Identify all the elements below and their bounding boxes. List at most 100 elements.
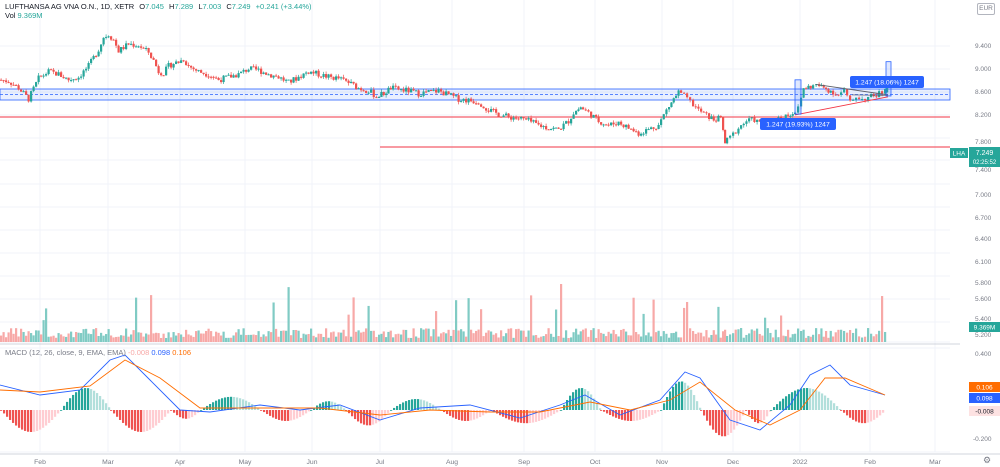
- horizontal-levels[interactable]: [0, 88, 951, 148]
- macd-hist-bar: [751, 410, 754, 420]
- volume-bar: [689, 328, 692, 342]
- macd-hist-bar: [794, 390, 797, 410]
- symbol-tag: LHA: [953, 151, 966, 158]
- volume-bar: [435, 311, 438, 342]
- volume-bar: [627, 335, 630, 342]
- macd-tag-bg: [969, 382, 1000, 392]
- candle-body: [694, 106, 697, 108]
- macd-tag: 0.098: [976, 396, 993, 403]
- candle-body: [340, 77, 343, 79]
- low-value: 7.003: [202, 2, 222, 11]
- macd-hist-bar: [654, 410, 657, 414]
- candle-body: [450, 93, 453, 95]
- candle-body: [470, 98, 473, 102]
- candle-body: [227, 74, 230, 76]
- volume-bar: [62, 336, 65, 342]
- macd-hist-bar: [830, 400, 833, 410]
- candle-body: [630, 128, 633, 130]
- candle-body: [165, 66, 168, 76]
- candle-body: [310, 71, 313, 74]
- volume-bar: [827, 337, 830, 342]
- volume-bar: [843, 330, 846, 342]
- candle-body: [668, 107, 671, 110]
- open-value: 7.045: [145, 2, 164, 11]
- volume-bar: [840, 329, 843, 342]
- volume-bar: [45, 308, 48, 342]
- candle-body: [502, 115, 505, 118]
- candle-body: [207, 76, 210, 78]
- volume-bar: [777, 337, 780, 342]
- candle-body: [452, 93, 455, 96]
- candle-body: [85, 68, 88, 71]
- macd-hist-bar: [766, 410, 769, 417]
- open-label: O: [139, 2, 146, 11]
- volume-bar: [127, 336, 130, 342]
- candle-body: [415, 90, 418, 92]
- volume-bar: [794, 333, 797, 342]
- volume-bar: [864, 336, 867, 342]
- macd-hist-bar: [773, 407, 776, 410]
- volume-bar: [642, 313, 645, 342]
- volume-bar: [535, 334, 538, 342]
- macd-hist-bar: [482, 410, 485, 416]
- measure-tools[interactable]: 1.247 (19.93%) 1247 1.247 (18.06%) 1247: [760, 61, 924, 130]
- candle-body: [225, 75, 228, 77]
- volume-bar: [647, 332, 650, 342]
- volume-bar: [686, 301, 689, 342]
- volume-bar: [884, 331, 887, 342]
- macd-hist-bar: [239, 398, 242, 410]
- macd-hist-bar: [547, 410, 550, 418]
- symbol-title[interactable]: LUFTHANSA AG VNA O.N., 1D, XETR: [5, 2, 135, 11]
- macd-hist-bar: [313, 407, 316, 410]
- currency-badge[interactable]: EUR: [977, 3, 995, 15]
- time-scale[interactable]: Feb Mar Apr May Jun Jul Aug Sep Oct Nov Dec 2022 Feb…: [34, 459, 941, 466]
- macd-hist-bar: [821, 393, 824, 410]
- trendline-drawings[interactable]: [794, 83, 889, 116]
- macd-hist-bar: [715, 410, 718, 433]
- price-tick: 6.400: [975, 236, 992, 243]
- volume-bar: [277, 336, 280, 342]
- time-label: Dec: [727, 459, 740, 466]
- macd-hist-bar: [797, 389, 800, 410]
- price-tick: 5.400: [975, 316, 992, 323]
- volume-bar: [565, 330, 568, 342]
- volume-bar: [175, 335, 178, 342]
- candle-body: [130, 43, 133, 45]
- volume-bar: [72, 337, 75, 342]
- macd-hist-bar: [45, 410, 48, 426]
- gear-icon[interactable]: ⚙: [983, 455, 992, 465]
- macd-hist-bar: [230, 396, 233, 410]
- macd-hist-bar: [269, 410, 272, 416]
- macd-hist-bar: [648, 410, 651, 417]
- macd-hist-bar: [24, 410, 27, 431]
- symbol-header[interactable]: LUFTHANSA AG VNA O.N., 1D, XETR O7.045 H…: [5, 2, 315, 11]
- macd-hist-bar: [328, 401, 331, 410]
- candle-body: [670, 102, 673, 108]
- volume-legend[interactable]: Vol 9.369M: [5, 11, 43, 20]
- volume-bar: [562, 337, 565, 342]
- macd-hist-bar: [572, 392, 575, 410]
- candle-body: [737, 128, 740, 134]
- volume-bar: [575, 328, 578, 342]
- volume-bar: [540, 336, 543, 342]
- candle-body: [230, 74, 233, 78]
- volume-bar: [360, 332, 363, 342]
- candle-body: [587, 110, 590, 112]
- macd-hist-bar: [581, 388, 584, 410]
- macd-legend[interactable]: MACD (12, 26, close, 9, EMA, EMA) -0.008…: [5, 348, 191, 357]
- candle-body: [500, 116, 503, 118]
- macd-hist-bar: [690, 389, 693, 410]
- triangle-upper-line: [815, 83, 889, 96]
- candle-body: [540, 124, 543, 127]
- macd-hist-bar: [882, 410, 885, 413]
- price-scale[interactable]: 9.400 9.000 8.600 8.200 7.800 7.400 7.000 6.700…: [950, 43, 1000, 443]
- candle-body: [655, 128, 658, 130]
- candle-body: [600, 122, 603, 125]
- volume-bar: [722, 331, 725, 342]
- macd-hist-bar: [302, 410, 305, 416]
- candle-body: [520, 117, 523, 119]
- volume-bar: [207, 328, 210, 342]
- candle-body: [397, 86, 400, 90]
- macd-hist-bar: [452, 410, 455, 418]
